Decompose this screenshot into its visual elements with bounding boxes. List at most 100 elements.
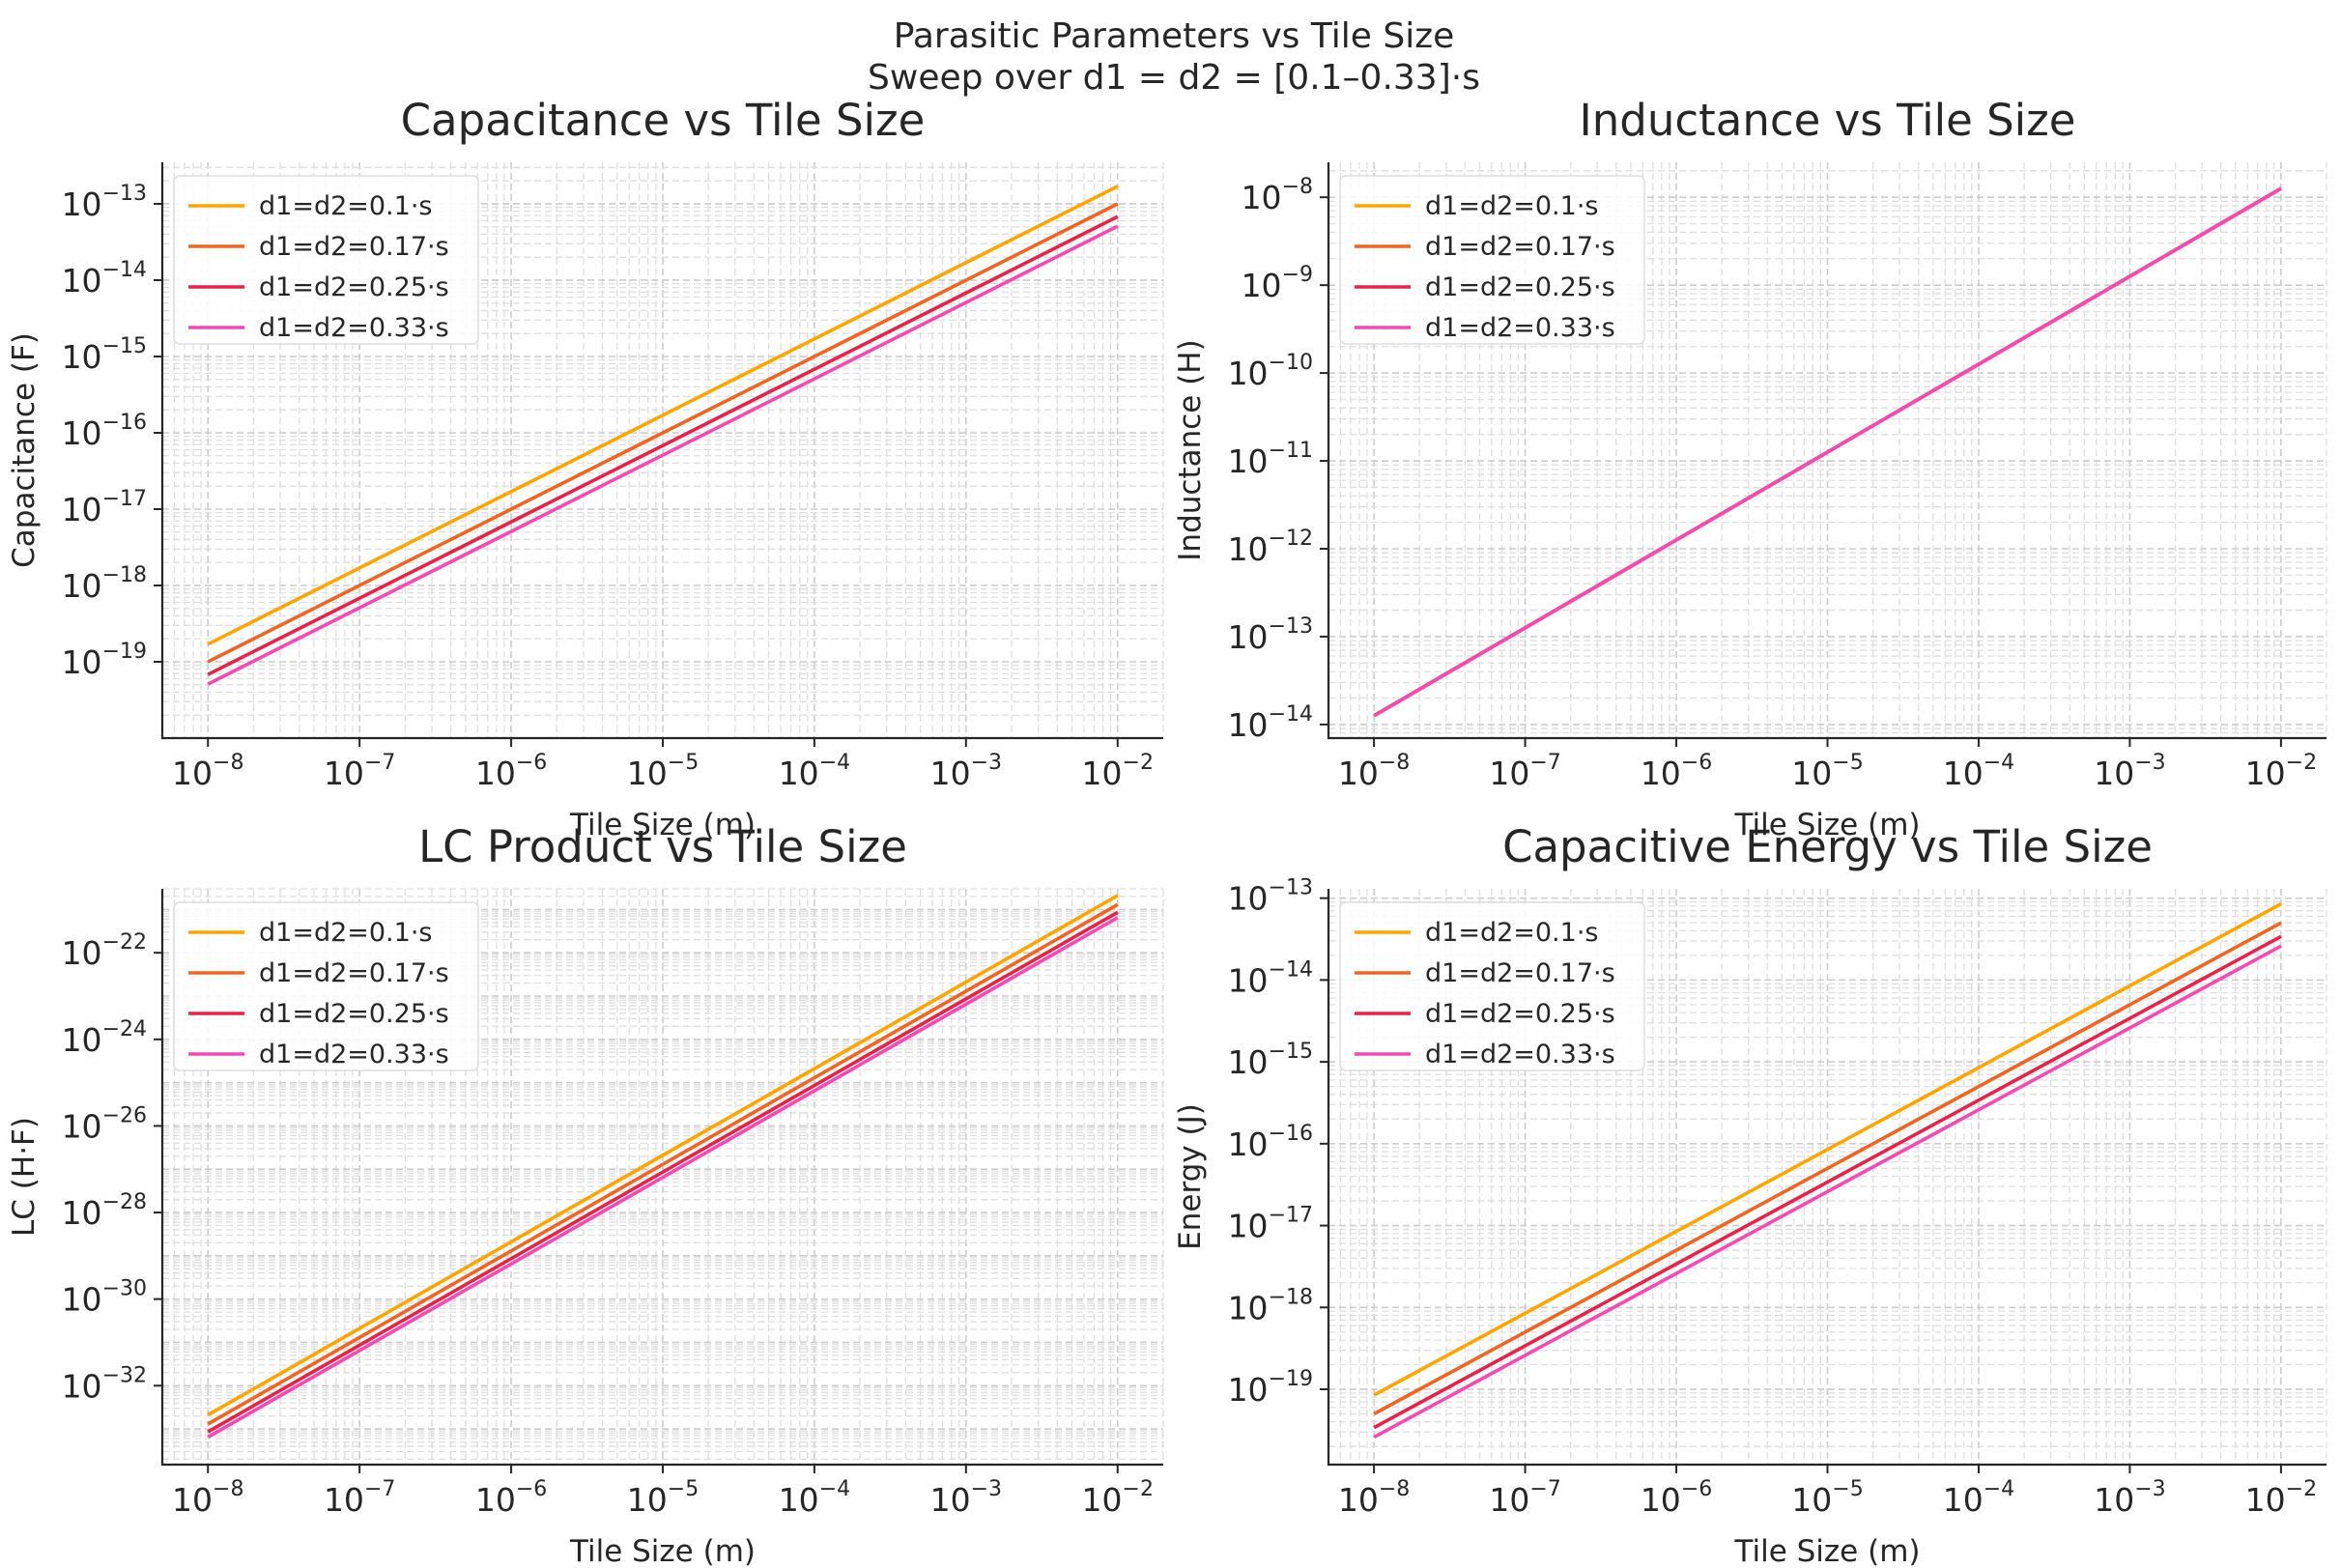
legend-label: d1=d2=0.25·s [259,999,449,1029]
axes-spine [160,889,1163,1467]
chart-panel-1: 10−8 10−7 10−6 10−5 10−4 10−3 10−2 10−19 10−18 10… [7,95,1164,842]
x-axis-label: Tile Size (m) [1733,808,1920,842]
x-tick-label: 10−5 [627,1477,699,1519]
y-tick-label: 10−11 [1228,439,1313,480]
x-tick-label: 10−8 [1338,1477,1410,1519]
y-tick-label: 10−19 [1228,1367,1313,1409]
axes-spine [1327,162,2327,740]
chart-title: Inductance vs Tile Size [1580,95,2076,146]
x-tick-label: 10−4 [779,751,850,792]
series-line-1 [1373,902,2282,1397]
x-tick-label: 10−7 [1489,751,1560,792]
x-tick-label: 10−6 [475,1477,547,1519]
series-line-3 [1373,934,2282,1430]
legend-frame [173,901,479,1071]
legend-label: d1=d2=0.33·s [259,313,449,343]
y-axis-label: Capacitance (F) [7,332,42,568]
figure-subtitle: Sweep over d1 = d2 = [0.1–0.33]·s [868,58,1480,98]
chart-title: LC Product vs Tile Size [418,821,907,872]
x-tick-label: 10−3 [930,1477,1002,1519]
y-tick-label: 10−22 [62,930,147,972]
legend-frame [1339,901,1645,1071]
series-line-4 [1373,944,2282,1440]
series-line-4 [207,224,1119,686]
legend-label: d1=d2=0.1·s [259,918,432,948]
y-tick-label: 10−13 [1228,614,1313,656]
x-tick-label: 10−6 [1641,751,1712,792]
legend-label: d1=d2=0.1·s [259,191,432,221]
x-tick-label: 10−3 [2094,751,2165,792]
legend: d1=d2=0.1·s d1=d2=0.17·s d1=d2=0.25·s d1=d2… [173,901,479,1071]
legend: d1=d2=0.1·s d1=d2=0.17·s d1=d2=0.25·s d1=d2… [173,175,479,345]
x-axis-label: Tile Size (m) [569,808,756,842]
y-tick-label: 10−17 [1228,1204,1313,1245]
x-tick-label: 10−3 [930,751,1002,792]
y-tick-label: 10−26 [62,1103,147,1145]
y-tick-label: 10−9 [1242,263,1313,304]
axes-spine [1327,889,2327,1467]
y-tick-label: 10−18 [1228,1285,1313,1326]
legend-label: d1=d2=0.25·s [1425,999,1615,1029]
y-tick-label: 10−19 [62,640,147,681]
series-line-1 [207,894,1119,1417]
legend-label: d1=d2=0.1·s [1425,918,1598,948]
legend-label: d1=d2=0.25·s [259,272,449,302]
y-tick-label: 10−18 [62,563,147,605]
series-line-2 [207,902,1119,1426]
y-tick-label: 10−24 [62,1017,147,1059]
x-tick-label: 10−5 [1791,751,1863,792]
x-tick-label: 10−7 [324,751,395,792]
legend-label: d1=d2=0.33·s [1425,1040,1615,1069]
y-axis-label: Energy (J) [1173,1103,1208,1250]
x-axis-label: Tile Size (m) [1733,1534,1920,1568]
x-axis-label: Tile Size (m) [569,1534,756,1568]
x-tick-label: 10−8 [1338,751,1410,792]
chart-title: Capacitive Energy vs Tile Size [1502,821,2153,872]
x-tick-label: 10−7 [1489,1477,1560,1519]
legend-label: d1=d2=0.17·s [259,958,449,988]
series-line-3 [207,214,1119,676]
series-line-4 [1373,186,2282,718]
series-line-2 [1373,921,2282,1416]
y-tick-label: 10−14 [1228,702,1313,744]
chart-panel-2: 10−8 10−7 10−6 10−5 10−4 10−3 10−2 10−14 10−13 10… [1173,95,2327,842]
y-tick-label: 10−10 [1228,351,1313,392]
series-line-4 [207,916,1119,1440]
y-tick-label: 10−14 [62,258,147,299]
legend-label: d1=d2=0.17·s [259,232,449,262]
legend-frame [173,175,479,345]
y-tick-label: 10−13 [1228,876,1313,918]
x-tick-label: 10−6 [475,751,547,792]
legend-frame [1339,175,1645,345]
y-tick-label: 10−16 [1228,1122,1313,1163]
y-tick-label: 10−16 [62,411,147,452]
x-tick-label: 10−8 [172,1477,243,1519]
x-tick-label: 10−4 [1943,751,2014,792]
y-tick-label: 10−12 [1228,527,1313,568]
legend-label: d1=d2=0.33·s [1425,313,1615,343]
legend-label: d1=d2=0.17·s [1425,232,1615,262]
x-tick-label: 10−2 [2245,751,2317,792]
legend-label: d1=d2=0.33·s [259,1040,449,1069]
legend: d1=d2=0.1·s d1=d2=0.17·s d1=d2=0.25·s d1=d2… [1339,175,1645,345]
chart-title: Capacitance vs Tile Size [401,95,926,146]
series-line-3 [207,910,1119,1434]
chart-panel-3: 10−8 10−7 10−6 10−5 10−4 10−3 10−2 10−32 10−30 10… [7,821,1164,1568]
chart-panel-4: 10−8 10−7 10−6 10−5 10−4 10−3 10−2 10−19 10−18 10… [1173,821,2327,1568]
grid [1328,162,2327,739]
legend-label: d1=d2=0.17·s [1425,958,1615,988]
y-tick-label: 10−15 [1228,1040,1313,1081]
x-tick-label: 10−2 [1082,751,1154,792]
y-tick-label: 10−14 [1228,957,1313,999]
y-axis-label: LC (H·F) [7,1117,42,1237]
x-tick-label: 10−5 [627,751,699,792]
x-tick-label: 10−2 [2245,1477,2317,1519]
x-tick-label: 10−6 [1641,1477,1712,1519]
y-tick-label: 10−17 [62,487,147,528]
x-tick-label: 10−7 [324,1477,395,1519]
x-tick-label: 10−5 [1791,1477,1863,1519]
x-tick-label: 10−4 [779,1477,850,1519]
series-line-2 [207,202,1119,664]
series-line-1 [207,185,1119,646]
